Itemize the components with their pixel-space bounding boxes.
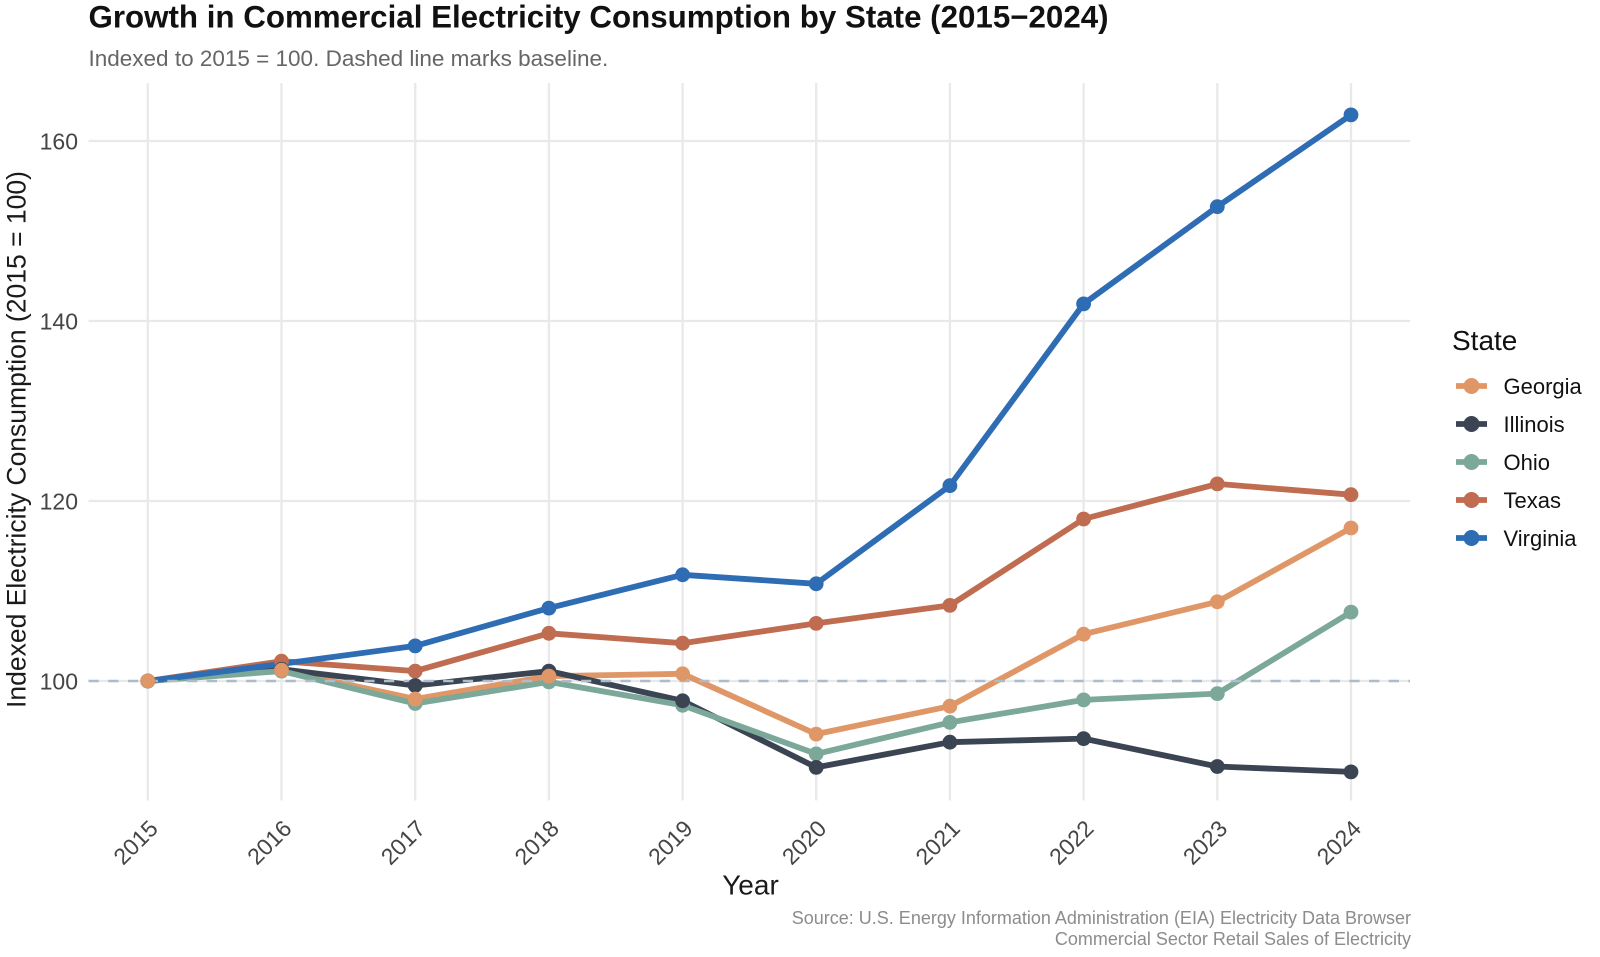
svg-text:Growth in Commercial Electrici: Growth in Commercial Electricity Consump… xyxy=(89,0,1109,35)
svg-text:Commercial Sector Retail Sales: Commercial Sector Retail Sales of Electr… xyxy=(1055,929,1411,949)
svg-text:100: 100 xyxy=(40,669,78,695)
svg-text:Indexed Electricity Consumptio: Indexed Electricity Consumption (2015 = … xyxy=(2,171,32,708)
svg-text:Year: Year xyxy=(722,870,779,901)
svg-text:Illinois: Illinois xyxy=(1504,412,1565,437)
svg-text:State: State xyxy=(1452,325,1517,356)
svg-text:Ohio: Ohio xyxy=(1504,450,1550,475)
svg-text:160: 160 xyxy=(40,129,78,155)
svg-text:120: 120 xyxy=(40,489,78,515)
svg-text:Georgia: Georgia xyxy=(1504,374,1583,399)
svg-text:Virginia: Virginia xyxy=(1504,526,1578,551)
svg-text:Source: U.S. Energy Informatio: Source: U.S. Energy Information Administ… xyxy=(792,908,1411,928)
svg-text:Texas: Texas xyxy=(1504,488,1561,513)
svg-text:Indexed to 2015 = 100. Dashed: Indexed to 2015 = 100. Dashed line marks… xyxy=(89,46,609,71)
svg-text:140: 140 xyxy=(40,309,78,335)
